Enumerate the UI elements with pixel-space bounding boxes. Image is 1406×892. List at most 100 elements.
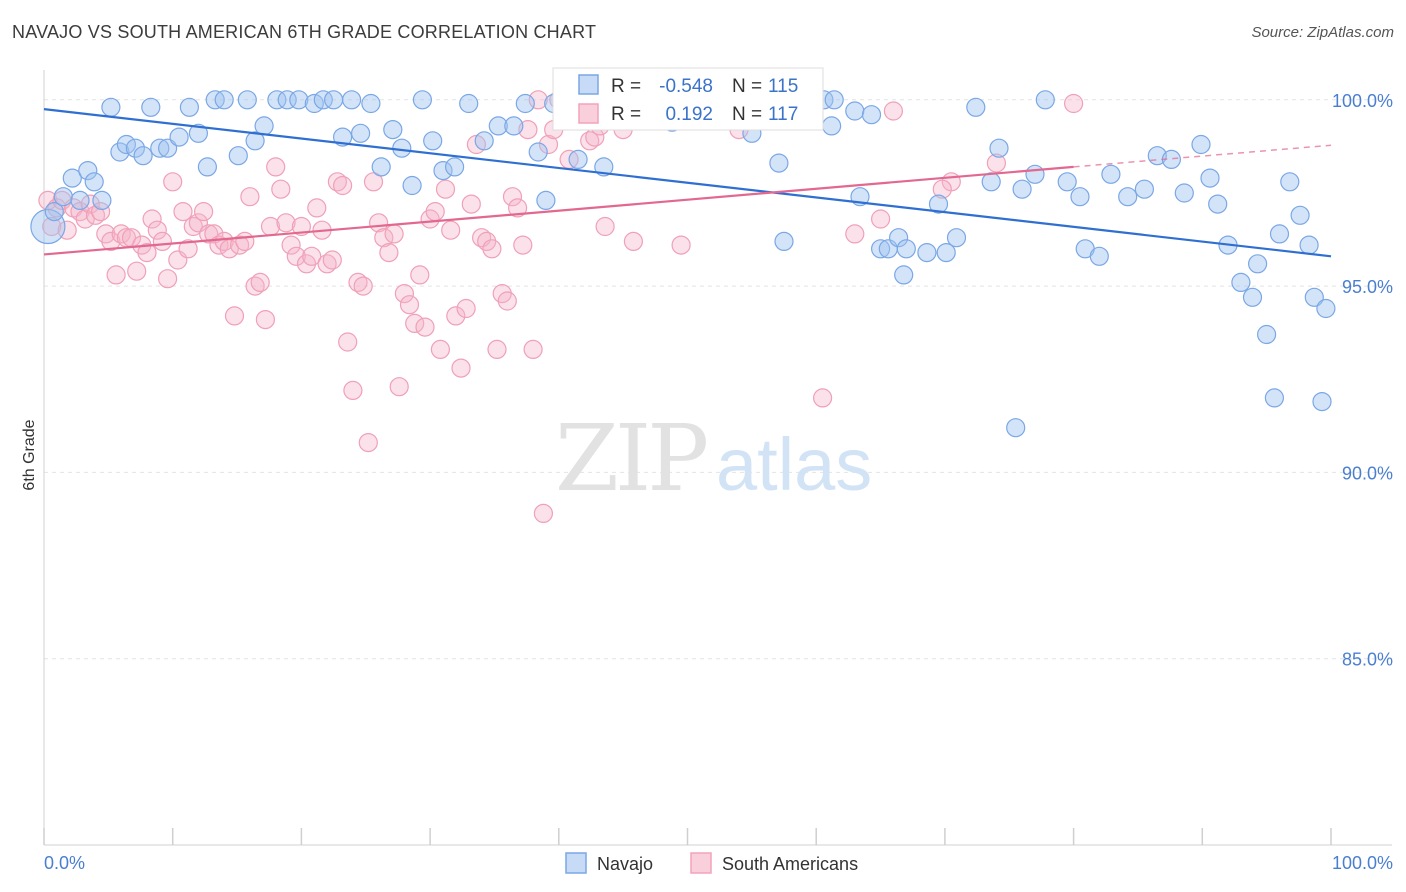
navajo-point [141, 97, 161, 117]
south-americans-point [194, 202, 214, 222]
south-americans-point [322, 250, 342, 270]
south-americans-point [497, 291, 517, 311]
legend-swatch-south-americans [690, 852, 712, 874]
navajo-point [383, 120, 403, 140]
chart-title: NAVAJO VS SOUTH AMERICAN 6TH GRADE CORRE… [12, 22, 597, 42]
south-americans-point [358, 433, 378, 453]
south-americans-point [152, 231, 172, 251]
stats-r-label-navajo: R = [611, 76, 641, 97]
south-americans-point [425, 202, 445, 222]
navajo-point [125, 138, 145, 158]
stats-swatch-navajo [578, 74, 599, 95]
navajo-point [44, 202, 64, 222]
south-americans-point [394, 284, 414, 304]
navajo-point [774, 231, 794, 251]
south-americans-point [986, 153, 1007, 173]
navajo-point [267, 90, 287, 110]
south-americans-point [932, 179, 952, 199]
navajo-point [351, 123, 371, 143]
south-americans-point [317, 254, 337, 274]
south-americans-point [240, 187, 260, 207]
trend-lines [43, 108, 1332, 258]
south-americans-point [671, 235, 691, 255]
south-americans-point [158, 269, 178, 289]
navajo-point [228, 146, 248, 166]
south-americans-point [178, 239, 198, 259]
south-americans-trend-line [43, 165, 1074, 256]
navajo-point [824, 90, 844, 110]
navajo-point [1304, 287, 1324, 307]
south-americans-point [163, 172, 183, 192]
south-americans-point [441, 220, 461, 240]
south-americans-point [812, 388, 833, 408]
south-americans-point [487, 339, 507, 359]
south-americans-point [291, 216, 311, 237]
navajo-point [1242, 287, 1263, 307]
navajo-point [488, 116, 508, 136]
south-americans-point [333, 175, 353, 196]
legend-swatch-navajo [565, 852, 587, 874]
navajo-point [392, 138, 412, 158]
south-americans-point [327, 172, 347, 192]
navajo-point [333, 127, 353, 147]
navajo-point [361, 93, 381, 114]
navajo-point [1070, 187, 1090, 207]
navajo-point [1191, 134, 1211, 155]
navajo-point [459, 93, 479, 114]
navajo-point [989, 138, 1009, 158]
navajo-point [504, 116, 524, 136]
navajo-point [917, 243, 937, 263]
navajo-point [594, 157, 614, 177]
x-tick-marks [43, 828, 1332, 845]
legend-label-south-americans: South Americans [722, 854, 858, 874]
south-americans-point [142, 209, 162, 229]
navajo-point [1089, 246, 1109, 266]
navajo-point [845, 101, 865, 121]
south-americans-point [147, 220, 167, 240]
navajo-point [1280, 172, 1300, 192]
navajo-point [30, 208, 66, 245]
south-americans-point [435, 179, 456, 199]
stats-n-value-south-americans: 117 [768, 104, 798, 125]
navajo-point [1208, 194, 1228, 214]
stats-r-label-south-americans: R = [611, 104, 641, 125]
south-americans-point [595, 216, 615, 237]
navajo-point [188, 123, 208, 143]
south-americans-point [482, 239, 502, 259]
navajo-point [313, 90, 333, 110]
navajo-point [133, 146, 153, 166]
navajo-point [342, 90, 362, 110]
stats-r-value-navajo: -0.548 [659, 76, 713, 97]
navajo-point [528, 142, 548, 162]
navajo-point [1057, 172, 1077, 192]
navajo-point [237, 90, 257, 110]
south-americans-point [623, 231, 644, 251]
south-americans-point [374, 228, 394, 248]
navajo-point [894, 265, 914, 285]
south-americans-point [523, 339, 543, 359]
navajo-point [371, 157, 391, 177]
south-americans-point [266, 157, 286, 177]
navajo-point [169, 127, 189, 147]
south-americans-point [456, 298, 476, 319]
south-americans-point [1063, 93, 1084, 114]
south-americans-point [518, 120, 538, 140]
y-axis-label: 6th Grade [21, 419, 38, 490]
navajo-point [179, 97, 199, 117]
south-americans-point [348, 272, 368, 292]
navajo-point [536, 190, 556, 210]
navajo-point [1012, 179, 1032, 199]
navajo-point [150, 138, 170, 158]
stats-n-value-navajo: 115 [768, 76, 798, 97]
south-americans-point [446, 306, 466, 326]
navajo-point [821, 116, 842, 136]
south-americans-point [883, 101, 904, 121]
navajo-point [158, 138, 178, 158]
navajo-point [254, 116, 274, 136]
navajo-point [1035, 90, 1055, 110]
south-americans-point [461, 194, 481, 214]
navajo-point [896, 239, 916, 259]
y-tick-label: 85.0% [1342, 650, 1393, 670]
y-tick-labels: 100.0% 95.0% 90.0% 85.0% [1332, 91, 1393, 670]
